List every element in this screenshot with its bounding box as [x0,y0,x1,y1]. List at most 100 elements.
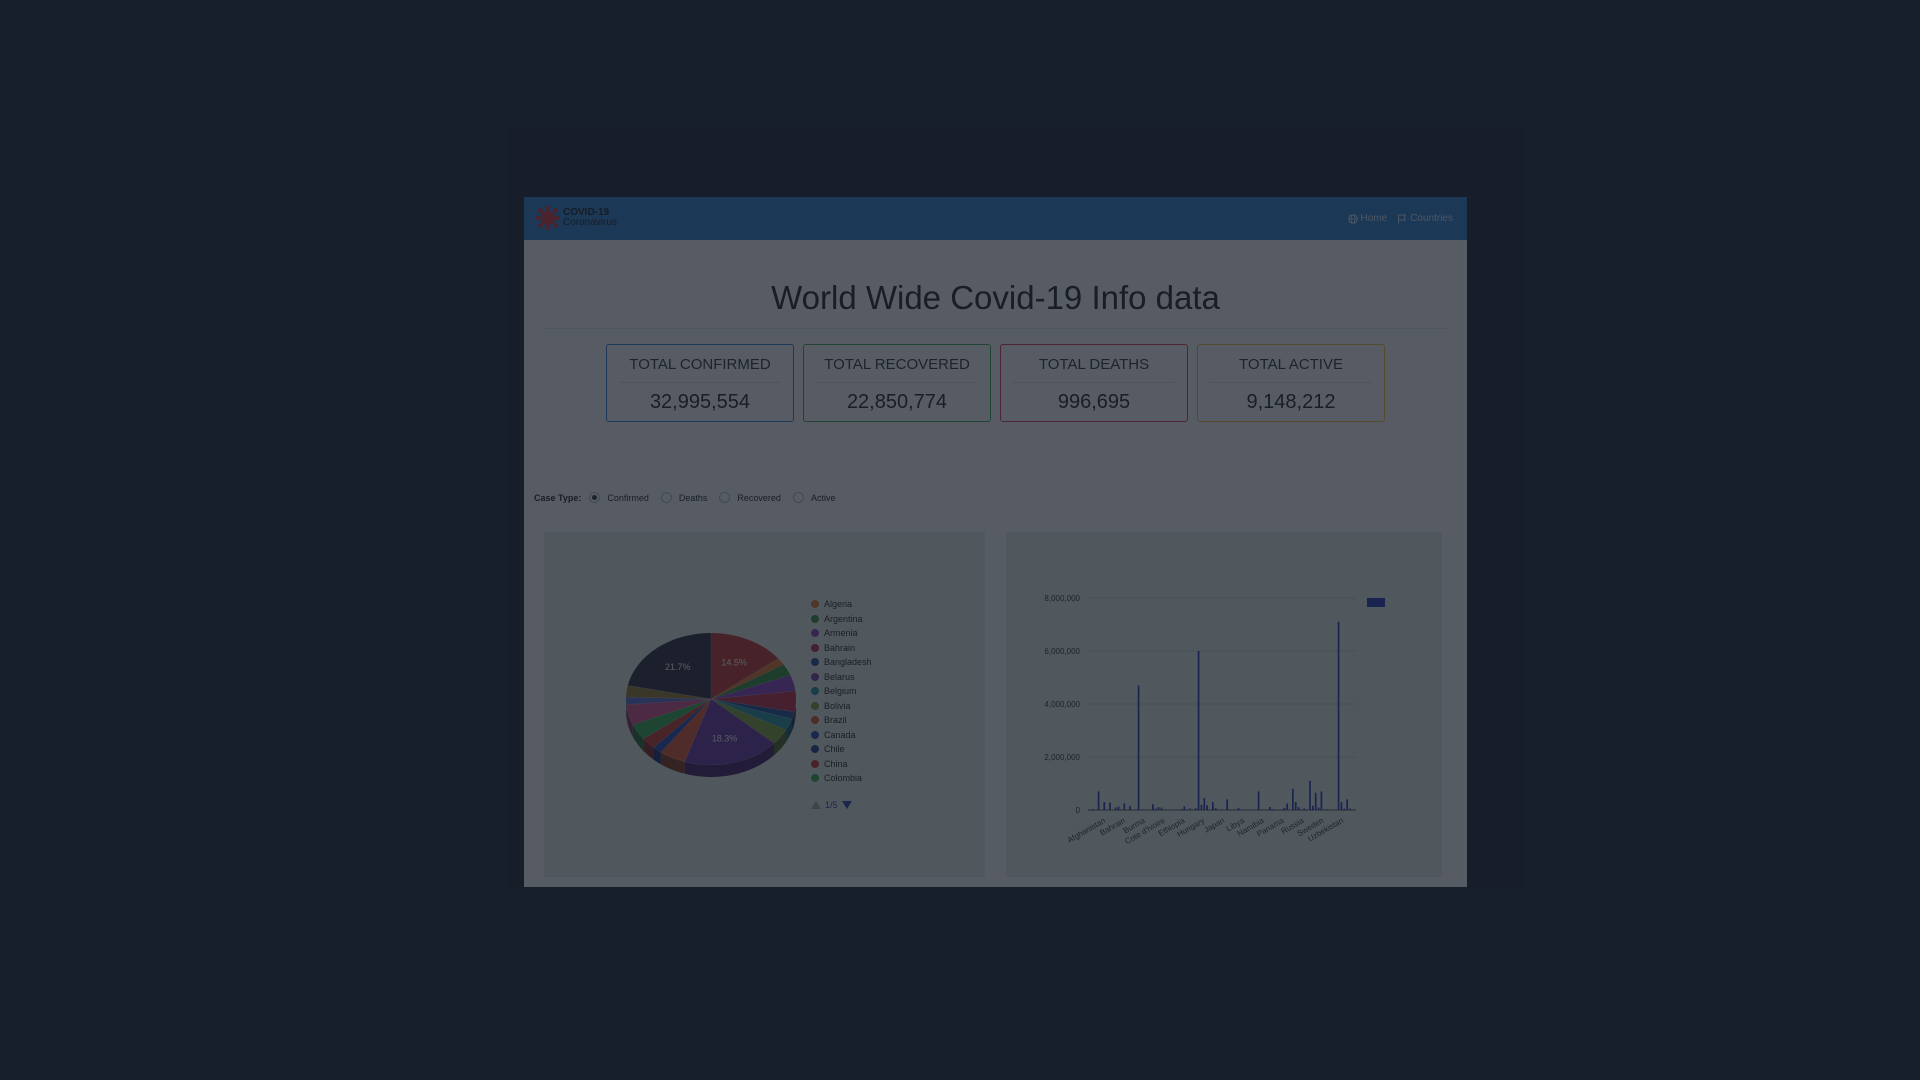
legend-item[interactable]: Brazil [811,713,872,728]
radio-label: Confirmed [607,492,649,503]
stat-label: TOTAL CONFIRMED [629,356,771,373]
stat-label: TOTAL RECOVERED [824,356,970,373]
radio-label: Deaths [678,492,708,503]
pie-percent-label: 18.3% [712,734,738,744]
bar [1294,802,1297,810]
legend-dot [811,701,819,710]
flag-icon [1398,214,1407,223]
radio-button[interactable] [792,492,804,503]
case-type-label: Case Type: [534,492,582,503]
nav-home-link[interactable]: Home [1347,213,1387,224]
bar [1320,791,1323,810]
stat-label: TOTAL DEATHS [1038,356,1150,373]
radio-label: Active [810,492,836,503]
bar [1123,803,1126,810]
bar [1283,808,1286,810]
legend-item[interactable]: Bolivia [811,699,872,714]
bar [1323,809,1326,810]
legend-dot [811,643,819,652]
legend-pager: 1/5 [811,800,852,810]
stat-card-confirmed: TOTAL CONFIRMED 32,995,554 [606,344,794,422]
bar [1189,808,1191,810]
pie-percent-label: 14.5% [721,657,747,667]
y-tick-label: 6,000,000 [1044,647,1080,656]
stat-value: 996,695 [1057,391,1131,413]
bar [1240,809,1243,810]
legend-item[interactable]: China [811,757,872,772]
pager-up-arrow-icon[interactable] [811,801,821,809]
legend-item[interactable]: Bangladesh [811,655,872,670]
radio-active[interactable]: Active [792,492,836,503]
bar [1143,809,1146,810]
radio-button[interactable] [589,492,601,503]
legend-item[interactable]: Colombia [811,771,872,786]
legend-dot [811,730,819,739]
bar-chart: 8,000,0006,000,0004,000,0002,000,0000Afg… [1044,594,1385,846]
bar-chart-panel: 8,000,000 6,000,000 4,000,000 2,000,000 0 Afg… [1006,532,1442,877]
radio-confirmed[interactable]: Confirmed [589,492,649,503]
stat-card-recovered: TOTAL RECOVERED 22,850,774 [803,344,991,422]
legend-item[interactable]: Canada [811,728,872,743]
radio-button[interactable] [719,492,731,503]
bar [1292,788,1294,810]
bar [1314,792,1317,810]
stat-divider [619,382,781,383]
bar [1340,802,1343,810]
bar [1117,806,1120,810]
globe-icon [1347,213,1358,224]
stat-divider [1013,382,1175,383]
legend-item[interactable]: Algeria [811,597,872,612]
page-title: World Wide Covid-19 Info data [771,279,1220,316]
radio-button[interactable] [660,492,672,503]
pie-chart-panel: 14.5% 18.3% 21.7% Algeria Argentina Armenia B… [544,532,985,877]
bar [1160,807,1163,810]
bar [1214,808,1217,810]
brand-subtitle: Coronavirus [563,217,617,228]
legend-item[interactable]: Bahrain [811,641,872,656]
legend-dot [811,629,819,638]
legend-item[interactable]: Chile [811,742,872,757]
nav-countries-link[interactable]: Countries [1397,213,1453,224]
x-tick-label: Japan [1203,816,1226,835]
app-window: COVID-19 Coronavirus Home Countries [524,197,1467,887]
bar [1349,808,1351,810]
bar [1226,799,1228,810]
radio-deaths[interactable]: Deaths [660,492,708,503]
bar [1092,809,1094,810]
y-tick-label: 4,000,000 [1044,700,1080,709]
bar [1317,807,1320,810]
y-tick-label: 2,000,000 [1044,753,1080,762]
legend-label: Belarus [824,671,855,682]
stat-card-active: TOTAL ACTIVE 9,148,212 [1197,344,1385,422]
bar [1237,807,1240,810]
bar [1257,791,1260,810]
brand[interactable]: COVID-19 Coronavirus [536,206,617,230]
legend-label: China [824,758,848,769]
pager-label: 1/5 [825,800,838,810]
legend-dot [811,614,819,623]
bar [1326,809,1328,810]
legend-dot [811,759,819,768]
legend-item[interactable]: Belgium [811,684,872,699]
legend-label: Colombia [824,773,863,784]
bar [1157,807,1160,810]
bar [1312,805,1314,810]
legend-dot [811,600,819,609]
legend-label: Argentina [824,613,863,624]
pager-down-arrow-icon[interactable] [841,801,852,809]
legend-label: Bahrain [824,642,856,653]
legend-label: Bangladesh [824,657,872,668]
legend-item[interactable]: Argentina [811,612,872,627]
bar [1183,806,1186,810]
legend-item[interactable]: Belarus [811,670,872,685]
pie-legend: Algeria Argentina Armenia Bahrain Bangladesh… [811,597,872,786]
legend-item[interactable]: Armenia [811,626,872,641]
bar [1137,685,1140,810]
bar [1097,791,1100,810]
radio-recovered[interactable]: Recovered [719,492,781,503]
legend-swatch [1367,598,1385,607]
radio-label: Recovered [737,492,781,503]
case-type-selector: Case Type: Confirmed Deaths Recovered Ac… [534,492,847,503]
bar [1152,804,1154,810]
bar [1154,808,1157,810]
